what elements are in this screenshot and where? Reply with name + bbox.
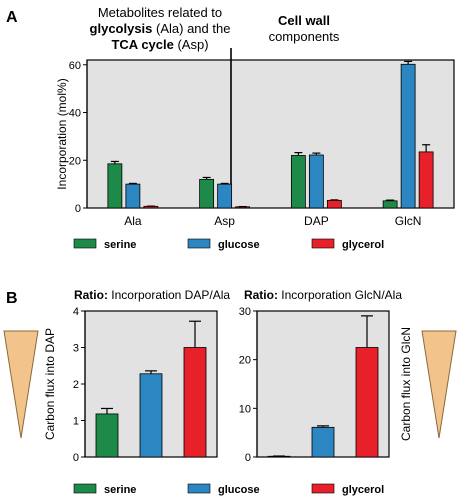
bar-a-DAP-glycerol — [326, 199, 342, 209]
chart-b-left-y-tick-label: 1 — [73, 416, 79, 428]
chart-b-left-y-tick-label: 4 — [73, 306, 79, 318]
chart-b-left-y-tick-label: 0 — [73, 452, 79, 464]
chart-a-y-axis-label: Incorporation (mol%) — [55, 78, 69, 189]
legend-label-glucose: glucose — [218, 239, 260, 251]
chart-a-y-tick-label: 60 — [69, 60, 81, 72]
bar-a-GlcN-glycerol — [418, 151, 434, 209]
bar-a-Ala-glucose — [125, 183, 141, 209]
chart-b-right-bar-glucose — [311, 426, 335, 458]
chart-b-left-bar-serine — [95, 413, 119, 458]
title-b-left: Ratio: Incorporation DAP/Ala — [74, 288, 230, 302]
bar-a-Asp-glucose — [217, 183, 233, 209]
chart-b-left-y-tick-label: 3 — [73, 343, 79, 355]
legend-label-glycerol: glycerol — [342, 239, 384, 251]
legend-swatch-glucose — [187, 483, 211, 494]
bar-a-DAP-glucose — [308, 154, 324, 209]
bar-a-Ala-serine — [107, 163, 123, 209]
bar-a-Asp-serine — [199, 178, 215, 209]
legend-swatch-glycerol — [311, 483, 335, 494]
legend-swatch-glucose — [187, 238, 211, 249]
header-right-line2: components — [269, 29, 340, 44]
chart-b-left: 0 1 2 3 4 Carbon flux into DAP — [43, 306, 218, 464]
legend-label-glycerol: glycerol — [342, 484, 384, 496]
header-left-line2: glycolysis (Ala) and the — [90, 21, 231, 36]
triangle-left-icon — [3, 330, 39, 439]
chart-b-right: 0 10 20 30 — [239, 306, 390, 464]
legend-swatch-serine — [73, 238, 97, 249]
chart-b-right-y-tick-label: 0 — [245, 452, 251, 464]
chart-b-left-y-axis-label: Carbon flux into DAP — [43, 328, 57, 440]
header-left-line3: TCA cycle (Asp) — [111, 37, 208, 52]
chart-b-right-y-tick-label: 20 — [239, 355, 251, 367]
b-right-axis-label: Carbon flux into GlcN — [399, 327, 413, 441]
title-b-right: Ratio: Incorporation GlcN/Ala — [244, 288, 402, 302]
chart-b-left-bar-glucose — [139, 373, 163, 458]
chart-a-x-tick-label: Asp — [214, 214, 235, 228]
chart-a-plot-area — [86, 59, 455, 209]
legend-a: serine glucose glycerol — [73, 238, 384, 251]
chart-a-x-tick-label: GlcN — [395, 214, 422, 228]
legend-b: serine glucose glycerol — [73, 483, 384, 496]
header-right-line1: Cell wall — [278, 13, 330, 28]
legend-label-serine: serine — [104, 484, 136, 496]
chart-a-y-tick-label: 40 — [69, 108, 81, 120]
chart-b-left-bar-glycerol — [183, 347, 207, 458]
triangle-right-icon — [421, 330, 457, 439]
chart-a-y-tick-label: 0 — [75, 203, 81, 215]
chart-b-right-y-tick-label: 30 — [239, 306, 251, 318]
chart-a-y-tick-label: 20 — [69, 155, 81, 167]
header-left-line1: Metabolites related to — [98, 5, 222, 20]
chart-a-x-tick-label: DAP — [304, 214, 329, 228]
bar-a-GlcN-glucose — [400, 63, 416, 209]
chart-b-right-y-tick-label: 10 — [239, 403, 251, 415]
legend-swatch-glycerol — [311, 238, 335, 249]
legend-label-serine: serine — [104, 239, 136, 251]
chart-b-right-bar-glycerol — [355, 347, 379, 458]
legend-label-glucose: glucose — [218, 484, 260, 496]
legend-swatch-serine — [73, 483, 97, 494]
panel-a-label: A — [6, 9, 18, 26]
panel-b-label: B — [6, 290, 18, 307]
chart-b-left-y-tick-label: 2 — [73, 379, 79, 391]
chart-a-x-tick-label: Ala — [124, 214, 142, 228]
bar-a-GlcN-serine — [382, 200, 398, 209]
bar-a-DAP-serine — [290, 155, 306, 209]
